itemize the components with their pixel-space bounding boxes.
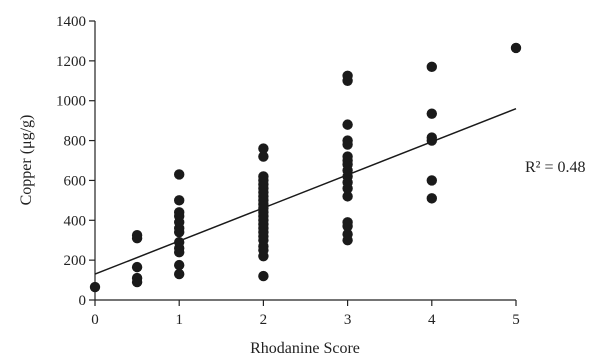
data-point	[342, 217, 353, 228]
data-point	[342, 229, 353, 240]
data-point	[342, 119, 353, 130]
data-point	[426, 61, 437, 73]
data-point	[174, 195, 185, 206]
trendline	[94, 107, 517, 275]
x-tick-label: 4	[428, 312, 436, 328]
data-point	[89, 281, 101, 293]
x-tick-label: 2	[260, 312, 268, 328]
r-squared-annotation: R² = 0.48	[525, 159, 586, 176]
data-point	[174, 259, 185, 271]
data-point	[258, 151, 269, 162]
data-point	[174, 207, 185, 218]
y-tick-label: 1400	[56, 14, 86, 30]
data-point	[258, 270, 269, 282]
data-point	[258, 143, 269, 154]
data-point	[342, 70, 353, 82]
x-axis-title: Rhodanine Score	[250, 340, 360, 357]
x-ticks: 0 1 2 3 4 5	[91, 300, 520, 328]
data-point	[510, 42, 522, 54]
data-point	[131, 261, 143, 273]
y-tick-label: 400	[64, 213, 87, 229]
x-tick-label: 3	[344, 312, 352, 328]
data-point	[131, 272, 143, 284]
data-points	[89, 42, 522, 293]
axes	[94, 21, 516, 301]
y-tick-label: 1200	[56, 54, 86, 70]
data-point	[426, 175, 437, 186]
x-tick-label: 1	[175, 312, 183, 328]
x-tick-label: 5	[512, 312, 520, 328]
x-tick-label: 0	[91, 312, 99, 328]
data-point	[342, 135, 353, 146]
trendline-group	[94, 107, 517, 275]
data-point	[342, 151, 353, 162]
y-ticks: 0 200 400 600 800 1000 1200 1400	[56, 14, 95, 309]
y-tick-label: 0	[79, 293, 87, 309]
data-point	[174, 268, 185, 280]
data-point	[174, 237, 185, 248]
data-point	[258, 171, 269, 182]
y-tick-label: 800	[64, 134, 87, 150]
y-tick-label: 600	[64, 173, 87, 189]
data-point	[426, 132, 437, 143]
y-tick-label: 1000	[56, 94, 86, 110]
data-point	[426, 108, 437, 119]
data-point	[426, 193, 437, 204]
data-point	[342, 191, 353, 202]
data-point	[174, 169, 185, 180]
data-point	[131, 230, 143, 241]
y-axis-title: Copper (μg/g)	[18, 115, 35, 206]
y-tick-label: 200	[64, 253, 87, 269]
